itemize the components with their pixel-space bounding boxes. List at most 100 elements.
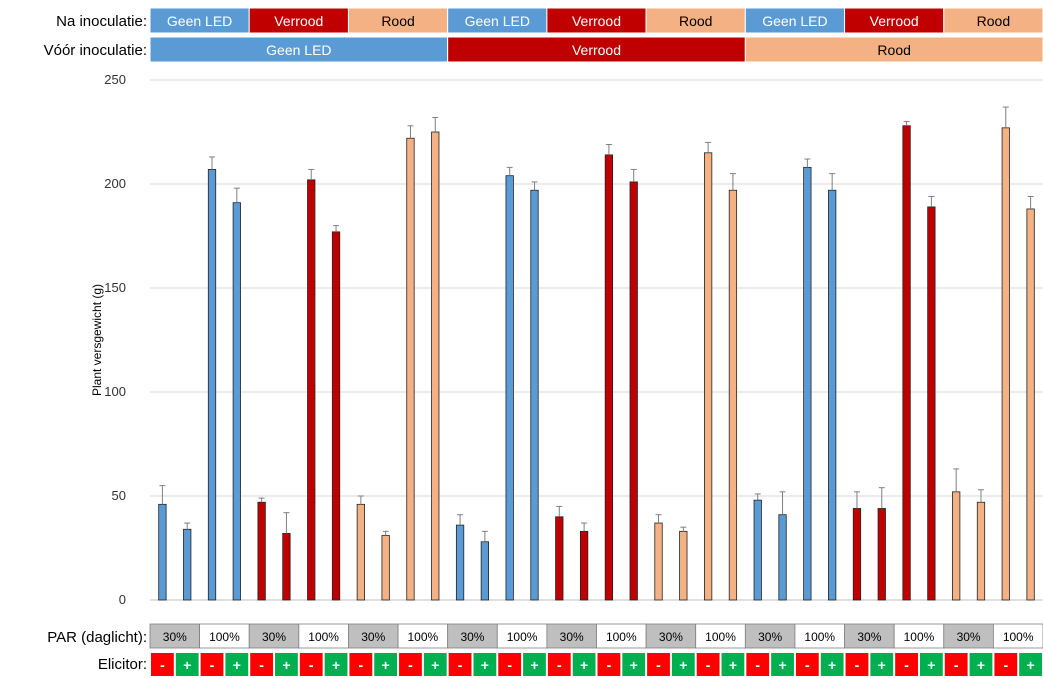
elicitor-text: +	[580, 657, 588, 673]
na-inoculatie-row: Geen LED Verrood Rood Geen LED Verrood Rood Ge…	[149, 7, 1043, 34]
bar	[952, 491, 961, 601]
bar	[505, 175, 514, 601]
voor-inoculatie-text: Geen LED	[266, 42, 331, 58]
par-text: 30%	[758, 630, 782, 644]
par-row: 30% 100% 30% 100% 30% 100% 30% 100% 30% 100% 30% 10…	[149, 623, 1043, 649]
bar	[877, 508, 886, 601]
par-text: 100%	[507, 630, 538, 644]
bar	[282, 533, 291, 601]
elicitor-text: -	[557, 657, 562, 673]
elicitor-cell	[647, 653, 670, 676]
elicitor-cell	[423, 653, 447, 676]
voor-inoculatie-cell	[149, 36, 449, 63]
y-axis-ticks: 0 50 100 150 200 250	[104, 72, 126, 607]
elicitor-text: -	[656, 657, 661, 673]
elicitor-text: -	[954, 657, 959, 673]
par-text: 100%	[308, 630, 339, 644]
elicitor-cell	[349, 653, 373, 676]
na-inoculatie-text: Verrood	[870, 13, 919, 29]
voor-inoculatie-text: Verrood	[572, 42, 621, 58]
error-bars	[159, 106, 1034, 542]
bar	[455, 524, 465, 601]
elicitor-text: +	[878, 657, 886, 673]
y-tick-label: 0	[119, 592, 126, 607]
par-cell	[645, 623, 697, 649]
bar	[356, 503, 365, 601]
y-tick-label: 150	[104, 280, 126, 295]
bar	[1001, 127, 1010, 601]
elicitor-cell	[622, 653, 646, 676]
bar	[158, 503, 167, 601]
elicitor-cell	[324, 653, 348, 676]
par-label: PAR (daglicht):	[47, 629, 147, 646]
bar	[307, 179, 316, 601]
na-inoculatie-text: Rood	[977, 13, 1010, 29]
par-text: 30%	[857, 630, 881, 644]
par-text: 100%	[606, 630, 637, 644]
elicitor-text: +	[382, 657, 390, 673]
na-inoculatie-cell	[347, 7, 449, 34]
na-inoculatie-cell	[943, 7, 1043, 34]
bar	[679, 530, 688, 601]
elicitor-cell	[721, 653, 745, 676]
elicitor-text: -	[755, 657, 760, 673]
elicitor-cell	[795, 653, 819, 676]
na-inoculatie-cell	[149, 7, 250, 34]
bar	[579, 530, 589, 601]
par-text: 100%	[1003, 630, 1034, 644]
elicitor-text: -	[855, 657, 860, 673]
par-text: 100%	[705, 630, 736, 644]
elicitor-cell	[399, 653, 422, 676]
elicitor-cell	[969, 653, 993, 676]
par-cell	[298, 623, 349, 649]
elicitor-text: -	[210, 657, 215, 673]
bar	[232, 202, 241, 601]
par-cell	[943, 623, 994, 649]
elicitor-text: +	[530, 657, 538, 673]
elicitor-text: +	[778, 657, 786, 673]
elicitor-text: +	[1027, 657, 1035, 673]
bar	[207, 169, 217, 601]
par-text: 30%	[163, 630, 187, 644]
bar	[629, 181, 638, 601]
bar	[753, 499, 762, 601]
bar	[555, 516, 564, 601]
elicitor-cell	[572, 653, 596, 676]
bar	[803, 166, 812, 601]
elicitor-cell	[473, 653, 497, 676]
na-inoculatie-text: Geen LED	[465, 13, 530, 29]
elicitor-cell	[448, 653, 472, 676]
par-text: 30%	[957, 630, 981, 644]
elicitor-text: +	[282, 657, 290, 673]
elicitor-text: -	[458, 657, 463, 673]
y-tick-label: 50	[112, 488, 126, 503]
par-cell	[348, 623, 399, 649]
bar	[381, 535, 390, 601]
elicitor-text: +	[927, 657, 935, 673]
elicitor-cell	[151, 653, 174, 676]
elicitor-cell	[225, 653, 249, 676]
elicitor-text: -	[1003, 657, 1008, 673]
elicitor-cell	[299, 653, 323, 676]
bar	[183, 528, 192, 601]
bar	[976, 501, 986, 601]
elicitor-text: +	[332, 657, 340, 673]
na-inoculatie-text: Rood	[381, 13, 414, 29]
na-inoculatie-cell	[546, 7, 647, 34]
par-text: 100%	[904, 630, 935, 644]
elicitor-text: -	[904, 657, 909, 673]
voor-inoculatie-cell	[447, 36, 746, 63]
par-cell	[447, 623, 498, 649]
elicitor-text: -	[359, 657, 364, 673]
par-text: 30%	[361, 630, 385, 644]
elicitor-cell	[1019, 653, 1042, 676]
gridlines	[150, 79, 1043, 601]
elicitor-text: -	[507, 657, 512, 673]
elicitor-cell	[771, 653, 794, 676]
elicitor-cell	[250, 653, 274, 676]
elicitor-cell	[820, 653, 844, 676]
elicitor-cell	[845, 653, 869, 676]
y-axis-title: Plant versgewicht (g)	[90, 284, 104, 396]
elicitor-cell	[547, 653, 571, 676]
bar	[257, 501, 266, 601]
